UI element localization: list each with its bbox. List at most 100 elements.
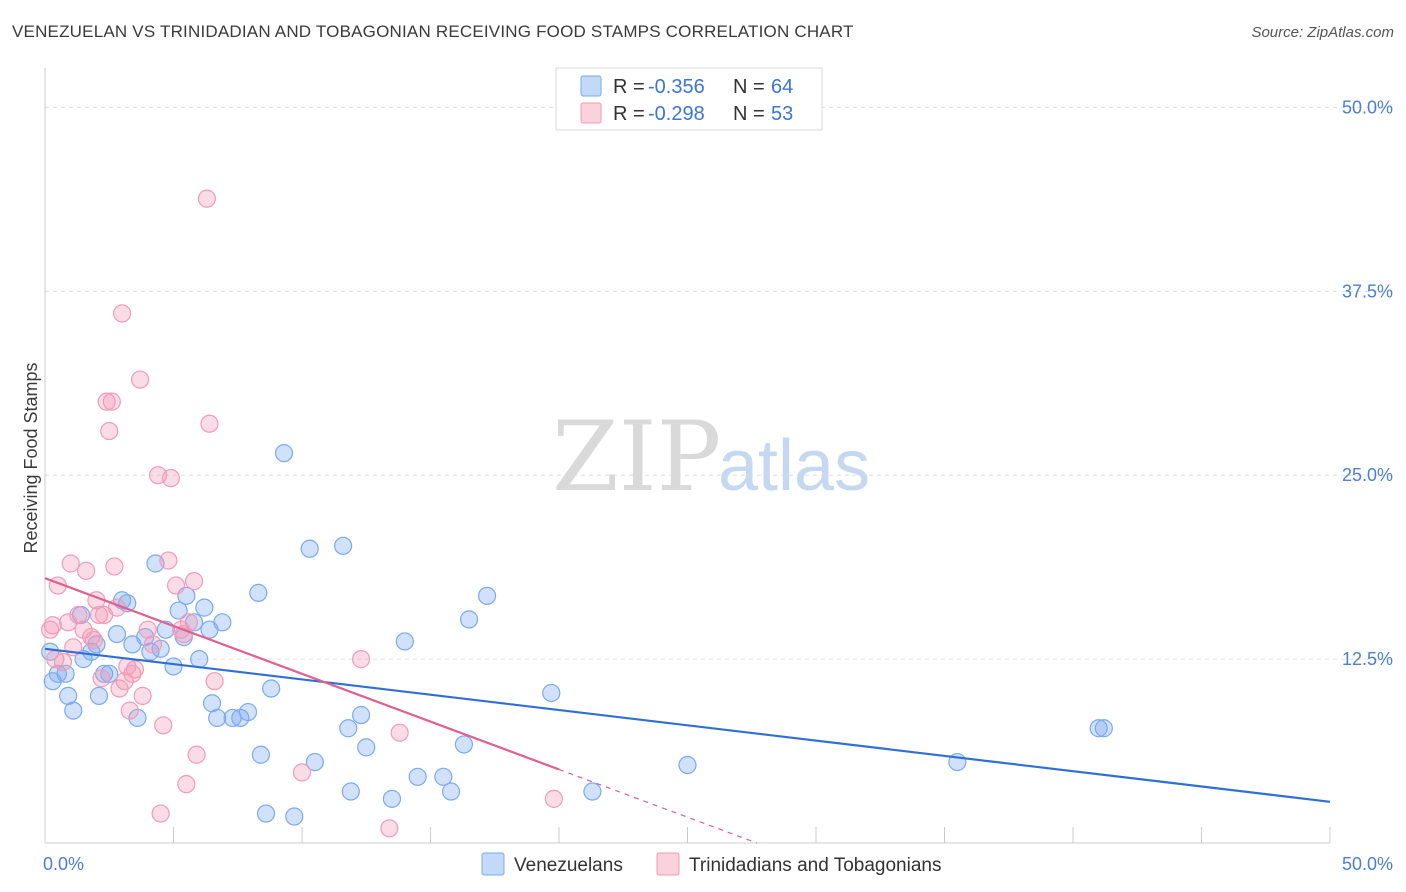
y-tick-label: 37.5%	[1342, 281, 1393, 301]
y-axis-label: Receiving Food Stamps	[21, 362, 41, 553]
data-point-venezuelans	[169, 601, 188, 620]
trend-line-trinidadians	[44, 577, 560, 771]
data-point-trinidadians	[59, 613, 78, 632]
data-point-trinidadians	[130, 370, 150, 389]
data-point-venezuelans	[1089, 719, 1108, 738]
data-point-venezuelans	[195, 598, 214, 617]
stats-legend-n-label: N =	[733, 76, 765, 98]
legend-swatch-trinidadians	[656, 852, 680, 876]
data-points	[41, 189, 1113, 838]
x-tick-label-min: 0.0%	[43, 854, 84, 874]
data-point-trinidadians	[105, 557, 124, 576]
data-point-venezuelans	[300, 539, 319, 558]
data-point-trinidadians	[125, 660, 145, 679]
data-point-trinidadians	[184, 572, 204, 591]
data-point-venezuelans	[395, 632, 414, 651]
data-point-trinidadians	[151, 804, 170, 823]
data-point-trinidadians	[120, 701, 139, 720]
stats-legend-n-label: N =	[733, 103, 765, 125]
data-point-venezuelans	[357, 738, 376, 757]
data-point-venezuelans	[164, 657, 183, 676]
data-point-venezuelans	[454, 735, 474, 754]
data-point-venezuelans	[213, 613, 232, 632]
gridlines	[45, 106, 1392, 660]
data-point-trinidadians	[77, 561, 96, 580]
data-point-venezuelans	[305, 752, 324, 772]
stats-legend: R = -0.356 N = 64 R = -0.298 N = 53	[555, 67, 823, 131]
data-point-trinidadians	[187, 745, 206, 764]
stats-legend-r-venezuelans: -0.356	[648, 76, 705, 98]
data-point-venezuelans	[352, 705, 371, 725]
data-point-trinidadians	[89, 605, 109, 625]
data-point-trinidadians	[84, 630, 103, 650]
watermark-zip: ZIP	[552, 401, 721, 513]
stats-legend-r-trinidadians: -0.298	[648, 103, 705, 125]
data-point-venezuelans	[89, 686, 109, 705]
data-point-trinidadians	[292, 763, 312, 782]
data-point-venezuelans	[251, 745, 270, 764]
data-point-venezuelans	[339, 719, 358, 738]
data-point-trinidadians	[390, 723, 409, 742]
data-point-venezuelans	[678, 755, 697, 775]
data-point-venezuelans	[208, 708, 227, 728]
data-point-venezuelans	[408, 767, 427, 786]
trend-line-extension-trinidadians	[558, 768, 758, 844]
axes	[44, 68, 1331, 844]
data-point-trinidadians	[143, 635, 163, 654]
chart-title: VENEZUELAN VS TRINIDADIAN AND TOBAGONIAN…	[12, 22, 854, 41]
data-point-venezuelans	[262, 679, 281, 698]
data-point-venezuelans	[56, 664, 75, 683]
stats-legend-n-trinidadians: 53	[771, 103, 793, 125]
data-point-venezuelans	[341, 782, 360, 801]
data-point-trinidadians	[197, 189, 217, 208]
data-point-trinidadians	[53, 652, 73, 672]
bottom-legend: Venezuelans Trinidadians and Tobagonians	[481, 852, 941, 876]
legend-label-venezuelans: Venezuelans	[514, 855, 623, 876]
data-point-trinidadians	[352, 650, 371, 669]
data-point-trinidadians	[100, 421, 119, 441]
data-point-venezuelans	[441, 782, 461, 801]
data-point-venezuelans	[190, 650, 209, 669]
data-point-venezuelans	[249, 583, 268, 603]
y-tick-label: 12.5%	[1342, 649, 1393, 669]
data-point-trinidadians	[205, 672, 224, 691]
y-tick-label: 25.0%	[1342, 465, 1393, 485]
data-point-venezuelans	[434, 767, 453, 786]
x-tick-labels: 0.0% 50.0%	[43, 854, 1393, 874]
stats-legend-swatch-venezuelans	[580, 75, 602, 97]
data-point-trinidadians	[544, 789, 563, 808]
y-tick-label: 50.0%	[1342, 97, 1393, 117]
trend-line-venezuelans	[44, 647, 1331, 803]
data-point-trinidadians	[133, 686, 152, 705]
stats-legend-box	[555, 67, 823, 131]
data-point-venezuelans	[477, 586, 497, 605]
data-point-venezuelans	[256, 804, 276, 823]
chart-source: Source: ZipAtlas.com	[1251, 24, 1394, 41]
data-point-trinidadians	[154, 716, 173, 735]
data-point-trinidadians	[92, 669, 111, 688]
data-point-trinidadians	[380, 819, 399, 838]
data-point-venezuelans	[238, 702, 258, 722]
data-point-trinidadians	[97, 392, 116, 411]
data-point-trinidadians	[166, 576, 186, 595]
data-point-venezuelans	[459, 610, 479, 629]
data-point-trinidadians	[82, 627, 101, 647]
watermark: ZIP atlas	[552, 401, 870, 513]
data-point-venezuelans	[48, 664, 67, 683]
data-point-venezuelans	[583, 782, 602, 801]
data-point-venezuelans	[1094, 719, 1113, 738]
data-point-venezuelans	[285, 807, 304, 826]
data-point-venezuelans	[274, 444, 294, 463]
data-point-trinidadians	[115, 672, 134, 691]
stats-legend-r-label: R =	[613, 76, 645, 98]
x-tick-label-max: 50.0%	[1342, 854, 1393, 874]
y-tick-labels: 12.5% 25.0% 37.5% 50.0%	[1342, 97, 1393, 669]
data-point-trinidadians	[112, 304, 132, 323]
watermark-atlas: atlas	[718, 426, 870, 506]
data-point-trinidadians	[102, 392, 121, 411]
data-point-trinidadians	[161, 469, 181, 488]
data-point-venezuelans	[64, 701, 83, 720]
data-point-venezuelans	[382, 789, 402, 808]
data-point-trinidadians	[159, 551, 178, 570]
